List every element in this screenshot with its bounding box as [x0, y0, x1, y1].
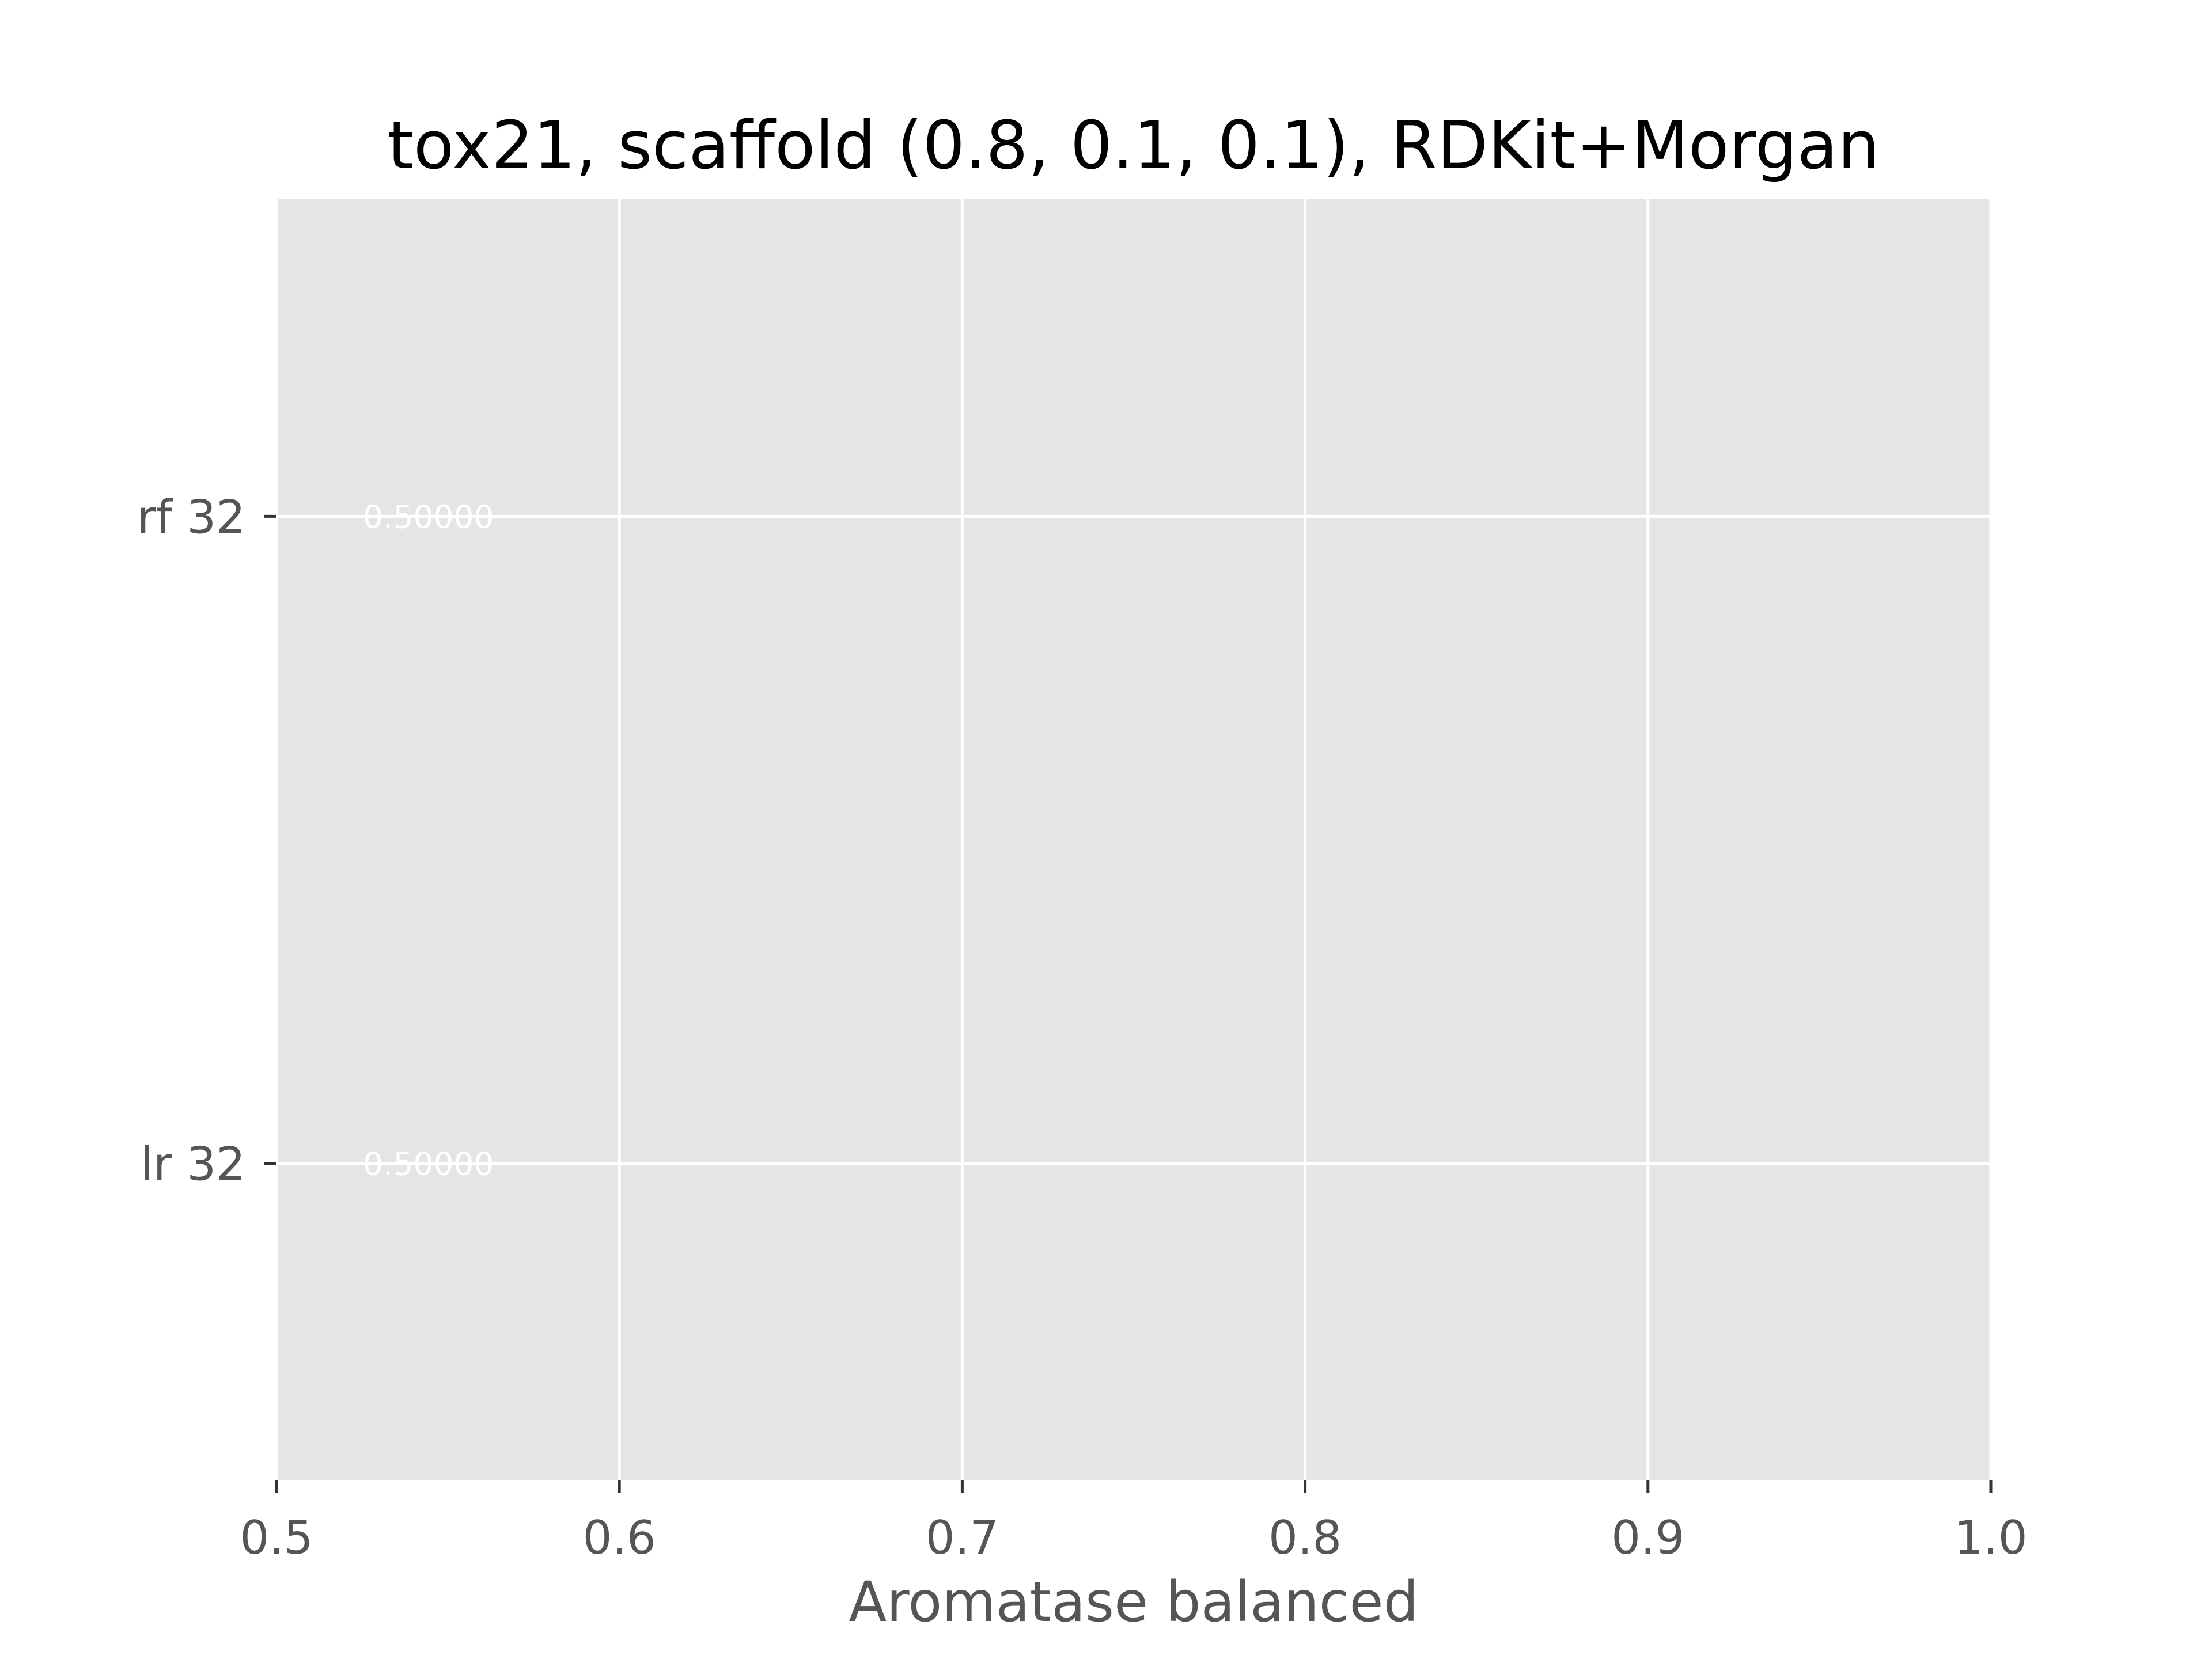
x-tick-label: 1.0 [1954, 1511, 2027, 1565]
tick-labels: 0.5 0.6 0.7 0.8 0.9 1.0 lr 32 0.50000 rf 32 0.500… [137, 490, 2028, 1565]
x-tick-label: 0.6 [583, 1511, 656, 1565]
x-tick-label: 0.7 [926, 1511, 999, 1565]
tick-marks [264, 514, 1993, 1493]
plot-background [276, 199, 1991, 1480]
x-axis-label: Aromatase balanced [849, 1570, 1418, 1634]
x-tick-label: 0.9 [1611, 1511, 1684, 1565]
bar-value-label: 0.50000 [363, 498, 494, 535]
grid-lines [275, 199, 1993, 1480]
y-tick-label: lr 32 [141, 1138, 245, 1191]
bar-value-label: 0.50000 [363, 1146, 494, 1183]
x-tick-label: 0.8 [1268, 1511, 1342, 1565]
x-tick-label: 0.5 [240, 1511, 313, 1565]
y-tick-label: rf 32 [137, 490, 245, 544]
chart-title: tox21, scaffold (0.8, 0.1, 0.1), RDKit+M… [388, 107, 1880, 184]
